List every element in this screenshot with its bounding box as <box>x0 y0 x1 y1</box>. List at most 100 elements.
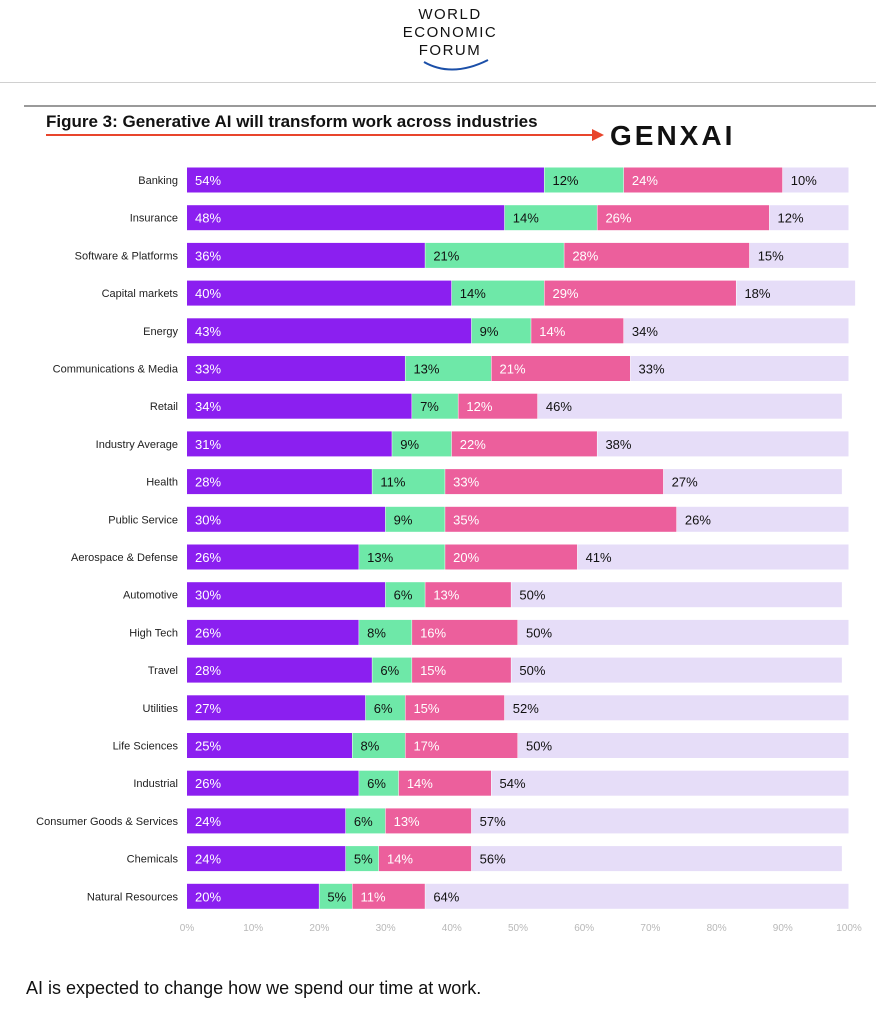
data-label: 6% <box>374 701 393 716</box>
bar-segment <box>372 657 412 683</box>
data-label: 12% <box>466 399 492 414</box>
bar-segment <box>187 393 412 419</box>
data-label: 24% <box>195 852 221 867</box>
data-label: 64% <box>433 889 459 904</box>
category-label: Chemicals <box>127 854 179 866</box>
category-label: Banking <box>138 175 178 187</box>
data-label: 33% <box>453 475 479 490</box>
data-label: 50% <box>519 663 545 678</box>
data-label: 13% <box>367 550 393 565</box>
x-tick-label: 80% <box>707 923 727 934</box>
data-label: 21% <box>433 248 459 263</box>
bar-segment <box>187 318 472 344</box>
bar-segment <box>511 582 842 608</box>
category-label: Life Sciences <box>113 741 179 753</box>
data-label: 48% <box>195 211 221 226</box>
bar-segment <box>187 506 386 532</box>
bar-segment <box>187 808 346 834</box>
category-label: High Tech <box>129 627 178 639</box>
bar-segment <box>187 242 425 268</box>
data-label: 6% <box>354 814 373 829</box>
bar-segment <box>187 205 505 231</box>
bar-segment <box>425 242 564 268</box>
x-tick-label: 100% <box>836 923 862 934</box>
header-divider <box>0 82 876 83</box>
data-label: 9% <box>394 512 413 527</box>
genxai-brand: GENXAI <box>610 120 736 151</box>
data-label: 15% <box>758 248 784 263</box>
category-label: Health <box>146 477 178 489</box>
category-label: Natural Resources <box>87 891 179 903</box>
category-label: Capital markets <box>102 288 179 300</box>
bar-segment <box>471 846 842 872</box>
data-label: 14% <box>539 324 565 339</box>
data-label: 17% <box>413 739 439 754</box>
bar-segment <box>412 393 458 419</box>
bar-segment <box>537 393 842 419</box>
bar-segment <box>544 167 624 193</box>
bar-segment <box>187 167 544 193</box>
bar-segment <box>345 846 379 872</box>
data-label: 50% <box>526 625 552 640</box>
bar-segment <box>623 318 849 344</box>
bar-segment <box>187 657 372 683</box>
data-label: 26% <box>195 776 221 791</box>
bar-segment <box>392 431 452 457</box>
category-label: Public Service <box>108 514 178 526</box>
bar-segment <box>504 205 597 231</box>
logo-line-3: FORUM <box>418 42 482 59</box>
data-label: 36% <box>195 248 221 263</box>
data-label: 33% <box>639 362 665 377</box>
bar-segment <box>425 883 849 909</box>
logo-swoosh-icon <box>423 59 489 71</box>
bar-segment <box>187 883 319 909</box>
bar-segment <box>365 695 405 721</box>
data-label: 11% <box>361 889 386 904</box>
data-label: 12% <box>778 211 804 226</box>
bar-segment <box>187 695 366 721</box>
bar-segment <box>445 469 664 495</box>
bar-segment <box>663 469 842 495</box>
data-label: 24% <box>195 814 221 829</box>
bar-segment <box>412 619 518 645</box>
data-label: 26% <box>685 512 711 527</box>
bar-segment <box>445 544 578 570</box>
data-label: 54% <box>195 173 221 188</box>
data-label: 5% <box>354 852 373 867</box>
data-label: 6% <box>380 663 399 678</box>
bar-segment <box>564 242 750 268</box>
category-label: Retail <box>150 401 178 413</box>
data-label: 29% <box>552 286 578 301</box>
data-label: 28% <box>572 248 598 263</box>
data-label: 27% <box>672 475 698 490</box>
data-label: 46% <box>546 399 572 414</box>
logo-line-2: ECONOMIC <box>402 24 498 41</box>
data-label: 14% <box>407 776 433 791</box>
site-header: WORLD ECONOMIC FORUM <box>0 0 876 82</box>
data-label: 8% <box>367 625 386 640</box>
data-label: 6% <box>394 588 413 603</box>
category-label: Industry Average <box>96 439 178 451</box>
bar-segment <box>359 619 412 645</box>
bar-segment <box>398 770 492 796</box>
category-label: Energy <box>143 326 178 338</box>
data-label: 28% <box>195 475 221 490</box>
bar-segment <box>187 619 359 645</box>
bar-segment <box>471 808 849 834</box>
bar-segment <box>352 883 425 909</box>
arrow-icon <box>46 129 604 141</box>
bar-segment <box>458 393 538 419</box>
figure-title: Figure 3: Generative AI will transform w… <box>46 112 538 131</box>
x-tick-label: 60% <box>574 923 594 934</box>
category-label: Utilities <box>143 703 179 715</box>
data-label: 30% <box>195 512 221 527</box>
data-label: 9% <box>480 324 499 339</box>
data-label: 22% <box>460 437 486 452</box>
data-label: 14% <box>513 211 539 226</box>
wef-logo[interactable]: WORLD ECONOMIC FORUM <box>380 6 520 76</box>
category-label: Consumer Goods & Services <box>36 816 178 828</box>
data-label: 54% <box>500 776 526 791</box>
data-label: 15% <box>420 663 446 678</box>
article-caption: AI is expected to change how we spend ou… <box>26 978 482 998</box>
data-label: 34% <box>195 399 221 414</box>
